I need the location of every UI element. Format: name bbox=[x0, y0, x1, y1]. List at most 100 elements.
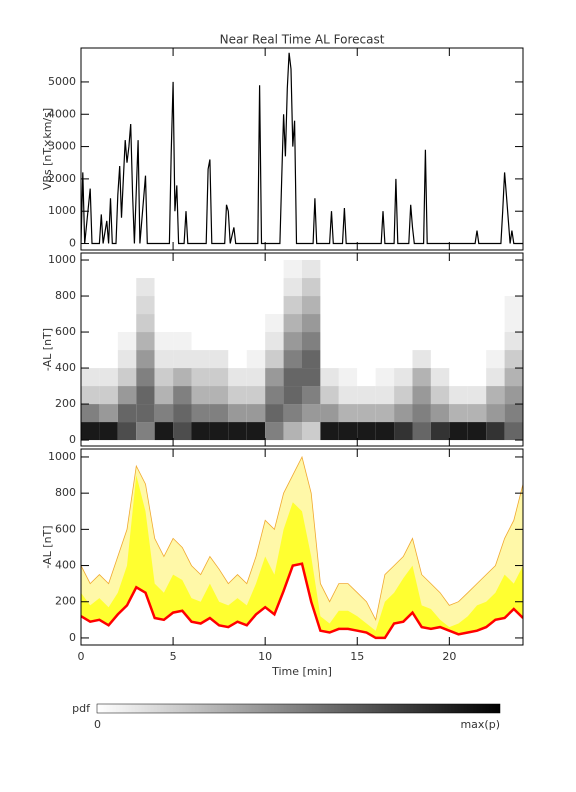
plot-frame bbox=[80, 252, 524, 447]
density-cell bbox=[173, 314, 192, 333]
density-cell bbox=[504, 314, 523, 333]
density-cell bbox=[99, 404, 118, 423]
y-tick-label: 5000 bbox=[48, 75, 76, 88]
density-cell bbox=[246, 386, 266, 405]
density-cell bbox=[467, 368, 487, 387]
density-cell bbox=[136, 368, 155, 387]
density-cell bbox=[394, 296, 413, 315]
density-cell bbox=[265, 260, 284, 279]
density-cell bbox=[99, 296, 118, 315]
density-cell bbox=[504, 260, 523, 279]
density-cell bbox=[320, 404, 339, 423]
density-cell bbox=[449, 296, 468, 315]
density-cell bbox=[154, 332, 174, 351]
density-cell bbox=[375, 332, 395, 351]
density-cell bbox=[320, 332, 339, 351]
density-cell bbox=[302, 386, 321, 405]
density-cell bbox=[136, 332, 155, 351]
density-cell bbox=[467, 386, 487, 405]
plot-frame bbox=[80, 47, 524, 251]
density-cell bbox=[467, 260, 487, 279]
density-cell bbox=[99, 332, 118, 351]
density-cell bbox=[486, 332, 505, 351]
density-cell bbox=[338, 404, 358, 423]
density-cell bbox=[136, 278, 155, 297]
density-cell bbox=[283, 260, 302, 279]
density-cell bbox=[209, 386, 229, 405]
y-tick-label: 600 bbox=[55, 325, 76, 338]
y-tick-label: 3000 bbox=[48, 140, 76, 153]
density-cell bbox=[228, 350, 247, 369]
density-cell bbox=[117, 422, 137, 441]
y-axis-label: -AL [nT] bbox=[41, 328, 54, 371]
density-cell bbox=[338, 296, 358, 315]
y-axis-label: VBs [nT×km/s] bbox=[41, 108, 54, 190]
density-cell bbox=[486, 368, 505, 387]
density-cell bbox=[283, 350, 302, 369]
density-cell bbox=[375, 368, 395, 387]
density-cell bbox=[154, 350, 174, 369]
density-cell bbox=[209, 314, 229, 333]
density-cell bbox=[338, 422, 358, 441]
density-cell bbox=[81, 314, 100, 333]
y-tick-label: 4000 bbox=[48, 107, 76, 120]
data-line bbox=[81, 52, 523, 245]
density-cell bbox=[99, 422, 118, 441]
density-cell bbox=[375, 386, 395, 405]
density-cell bbox=[154, 314, 174, 333]
density-cell bbox=[357, 404, 376, 423]
density-cell bbox=[246, 332, 266, 351]
density-cell bbox=[228, 368, 247, 387]
density-cell bbox=[191, 404, 210, 423]
y-tick-label: 0 bbox=[69, 631, 76, 644]
density-cell bbox=[486, 422, 505, 441]
density-cell bbox=[357, 260, 376, 279]
density-cell bbox=[283, 386, 302, 405]
density-cell bbox=[246, 404, 266, 423]
density-cell bbox=[430, 404, 450, 423]
x-tick-label: 0 bbox=[78, 650, 85, 663]
density-cell bbox=[394, 332, 413, 351]
density-cell bbox=[283, 404, 302, 423]
density-cell bbox=[375, 404, 395, 423]
density-cell bbox=[173, 422, 192, 441]
density-cell bbox=[246, 368, 266, 387]
density-cell bbox=[173, 386, 192, 405]
density-cell bbox=[99, 260, 118, 279]
y-tick-label: 600 bbox=[55, 522, 76, 535]
density-cell bbox=[430, 422, 450, 441]
density-cell bbox=[209, 350, 229, 369]
density-cell bbox=[375, 350, 395, 369]
density-cell bbox=[394, 422, 413, 441]
density-cell bbox=[117, 296, 137, 315]
x-tick-label: 20 bbox=[442, 650, 456, 663]
density-cell bbox=[81, 422, 100, 441]
y-tick-label: 1000 bbox=[48, 450, 76, 463]
density-cell bbox=[394, 386, 413, 405]
y-tick-label: 2000 bbox=[48, 172, 76, 185]
density-cell bbox=[320, 386, 339, 405]
density-cell bbox=[467, 314, 487, 333]
y-tick-label: 0 bbox=[69, 237, 76, 250]
density-cell bbox=[449, 422, 468, 441]
density-cell bbox=[302, 332, 321, 351]
density-cell bbox=[302, 350, 321, 369]
density-cell bbox=[430, 314, 450, 333]
density-cell bbox=[228, 386, 247, 405]
density-cell bbox=[504, 422, 523, 441]
density-cell bbox=[191, 296, 210, 315]
density-cell bbox=[302, 368, 321, 387]
density-cell bbox=[246, 296, 266, 315]
density-cell bbox=[265, 404, 284, 423]
x-tick-label: 10 bbox=[258, 650, 272, 663]
density-cell bbox=[394, 278, 413, 297]
density-cell bbox=[467, 350, 487, 369]
density-cell bbox=[504, 404, 523, 423]
density-cell bbox=[375, 260, 395, 279]
density-cell bbox=[265, 422, 284, 441]
density-cell bbox=[283, 296, 302, 315]
density-cell bbox=[136, 260, 155, 279]
density-cell bbox=[283, 422, 302, 441]
density-cell bbox=[467, 332, 487, 351]
